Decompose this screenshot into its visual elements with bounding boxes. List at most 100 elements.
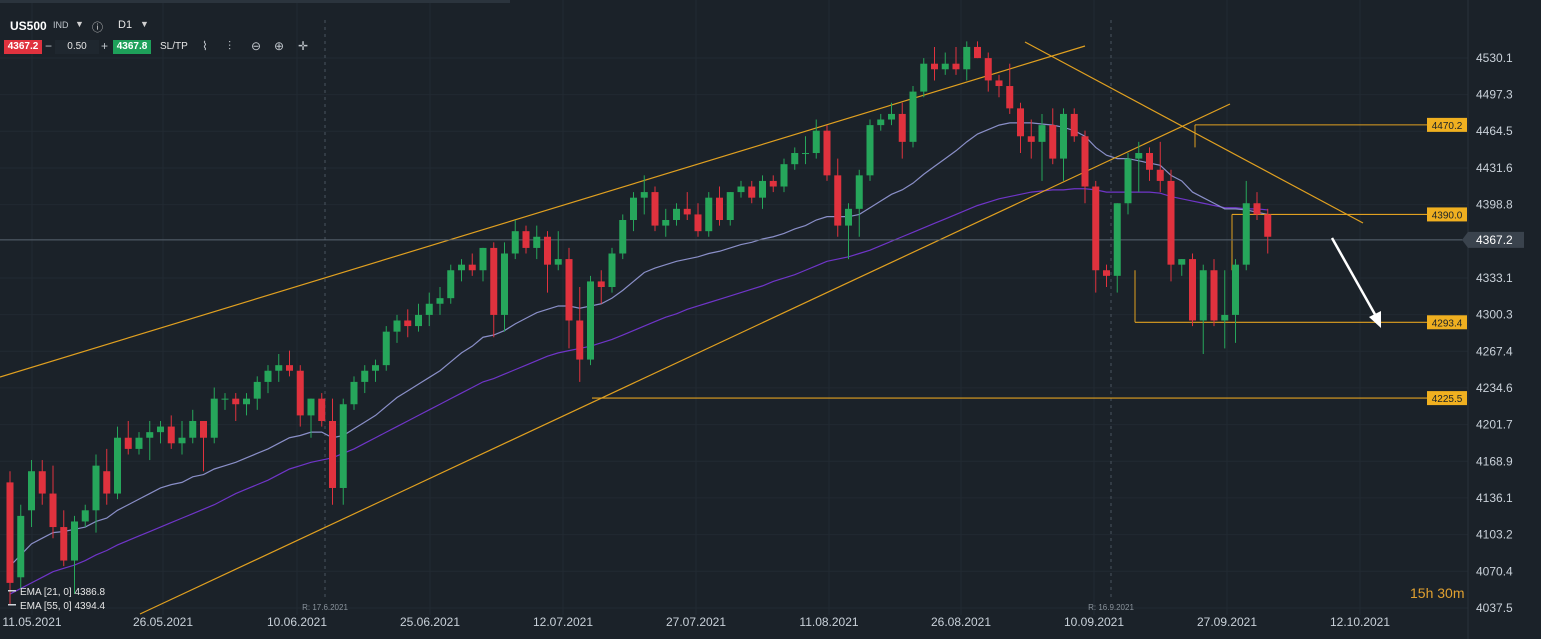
candle-26 bbox=[286, 365, 293, 371]
level-badge-2 bbox=[1427, 315, 1467, 330]
candle-72 bbox=[780, 164, 788, 187]
candle-106 bbox=[1146, 153, 1153, 170]
candle-31 bbox=[339, 404, 347, 488]
timeframe-select[interactable]: D1 bbox=[118, 19, 133, 31]
candle-62 bbox=[673, 208, 680, 221]
candle-19 bbox=[210, 398, 218, 438]
candle-68 bbox=[737, 186, 745, 193]
candle-96 bbox=[1038, 125, 1046, 142]
indicator-icon[interactable]: ⫶ bbox=[228, 39, 232, 53]
candle-39 bbox=[425, 303, 433, 315]
candle-87 bbox=[941, 63, 949, 70]
candle-80 bbox=[866, 125, 874, 176]
candle-73 bbox=[791, 153, 799, 165]
info-icon[interactable]: ⓘ bbox=[92, 22, 103, 34]
candle-37 bbox=[404, 320, 412, 327]
y-tick-label: 4070.4 bbox=[1476, 564, 1513, 578]
candle-6 bbox=[71, 521, 78, 561]
ema21-swatch bbox=[8, 590, 16, 592]
line-chart-icon[interactable]: ⌇ bbox=[202, 39, 208, 53]
buy-button[interactable]: 4367.8 bbox=[113, 40, 151, 54]
symbol-dropdown-icon[interactable]: ▼ bbox=[75, 19, 84, 29]
candle-64 bbox=[694, 214, 702, 232]
y-tick-label: 4431.6 bbox=[1476, 161, 1513, 175]
level-badge-0 bbox=[1427, 117, 1467, 132]
candle-89 bbox=[963, 46, 971, 70]
candle-30 bbox=[329, 420, 336, 488]
candle-113 bbox=[1221, 314, 1229, 321]
ema55-swatch bbox=[8, 604, 16, 606]
candle-38 bbox=[415, 314, 422, 327]
trend-line-2 bbox=[1024, 41, 1364, 224]
projection-arrow bbox=[1330, 237, 1379, 319]
candle-70 bbox=[759, 180, 766, 198]
candle-33 bbox=[361, 370, 369, 382]
candle-55 bbox=[597, 281, 605, 287]
candle-32 bbox=[350, 381, 358, 405]
sltp-button[interactable]: SL/TP bbox=[160, 41, 188, 52]
candle-112 bbox=[1210, 270, 1218, 321]
candle-116 bbox=[1253, 203, 1261, 215]
candle-27 bbox=[296, 370, 304, 416]
candle-114 bbox=[1232, 264, 1239, 315]
instrument-tag: IND bbox=[53, 20, 69, 30]
candle-4 bbox=[49, 493, 57, 528]
y-tick-label: 4037.5 bbox=[1476, 601, 1513, 615]
zoom-out-icon[interactable]: ⊖ bbox=[251, 39, 262, 53]
candle-41 bbox=[447, 270, 455, 299]
candle-74 bbox=[802, 153, 809, 155]
candle-1 bbox=[17, 515, 25, 578]
x-tick-label: 10.06.2021 bbox=[267, 615, 327, 629]
timeframe-dropdown-icon[interactable]: ▼ bbox=[140, 19, 149, 29]
candle-48 bbox=[522, 231, 530, 248]
ema21-legend[interactable]: EMA [21, 0] 4386.8 bbox=[20, 587, 106, 598]
candle-22 bbox=[243, 398, 250, 405]
sell-button[interactable]: 4367.2 bbox=[4, 40, 42, 54]
candle-95 bbox=[1027, 136, 1035, 142]
ema21-line bbox=[9, 122, 1268, 567]
ema55-line bbox=[9, 188, 1268, 595]
symbol-label[interactable]: US500 bbox=[10, 19, 47, 33]
candle-71 bbox=[769, 180, 777, 187]
y-tick-label: 4234.6 bbox=[1476, 381, 1513, 395]
candle-50 bbox=[544, 236, 551, 265]
candle-56 bbox=[608, 253, 616, 287]
level-badge-label: 4293.4 bbox=[1432, 318, 1463, 329]
zoom-in-icon[interactable]: ⊕ bbox=[274, 39, 285, 53]
candle-52 bbox=[565, 259, 573, 321]
candle-103 bbox=[1113, 203, 1121, 276]
candle-100 bbox=[1081, 136, 1089, 187]
decrease-quantity-button[interactable]: − bbox=[45, 39, 53, 53]
candle-57 bbox=[619, 220, 627, 254]
candle-0 bbox=[6, 482, 14, 583]
candle-2 bbox=[28, 471, 35, 511]
candle-75 bbox=[812, 130, 820, 154]
candle-23 bbox=[253, 381, 261, 399]
y-tick-label: 4497.3 bbox=[1476, 88, 1513, 102]
level-badge-label: 4470.2 bbox=[1432, 121, 1463, 132]
quantity-input[interactable]: 0.50 bbox=[55, 40, 99, 54]
ema55-legend[interactable]: EMA [55, 0] 4394.4 bbox=[20, 601, 106, 612]
y-tick-label: 4300.3 bbox=[1476, 308, 1513, 322]
candle-24 bbox=[264, 370, 272, 382]
top-strip bbox=[0, 0, 510, 3]
increase-quantity-button[interactable]: + bbox=[101, 39, 109, 53]
trend-line-1 bbox=[139, 103, 1231, 615]
crosshair-icon[interactable]: ✛ bbox=[298, 39, 309, 53]
level-badge-1 bbox=[1427, 207, 1467, 222]
candle-111 bbox=[1199, 270, 1207, 321]
candle-86 bbox=[931, 63, 938, 70]
candle-85 bbox=[920, 63, 928, 92]
candle-15 bbox=[167, 426, 175, 444]
candle-97 bbox=[1049, 125, 1057, 159]
y-tick-label: 4168.9 bbox=[1476, 454, 1513, 468]
projection-arrowhead bbox=[1369, 311, 1381, 328]
candle-90 bbox=[974, 46, 981, 59]
candle-63 bbox=[683, 208, 691, 215]
candle-28 bbox=[307, 398, 315, 416]
candle-81 bbox=[877, 119, 885, 126]
session-marker-label: R: 16.9.2021 bbox=[1088, 603, 1134, 612]
candle-59 bbox=[640, 192, 648, 198]
candle-5 bbox=[60, 527, 68, 561]
